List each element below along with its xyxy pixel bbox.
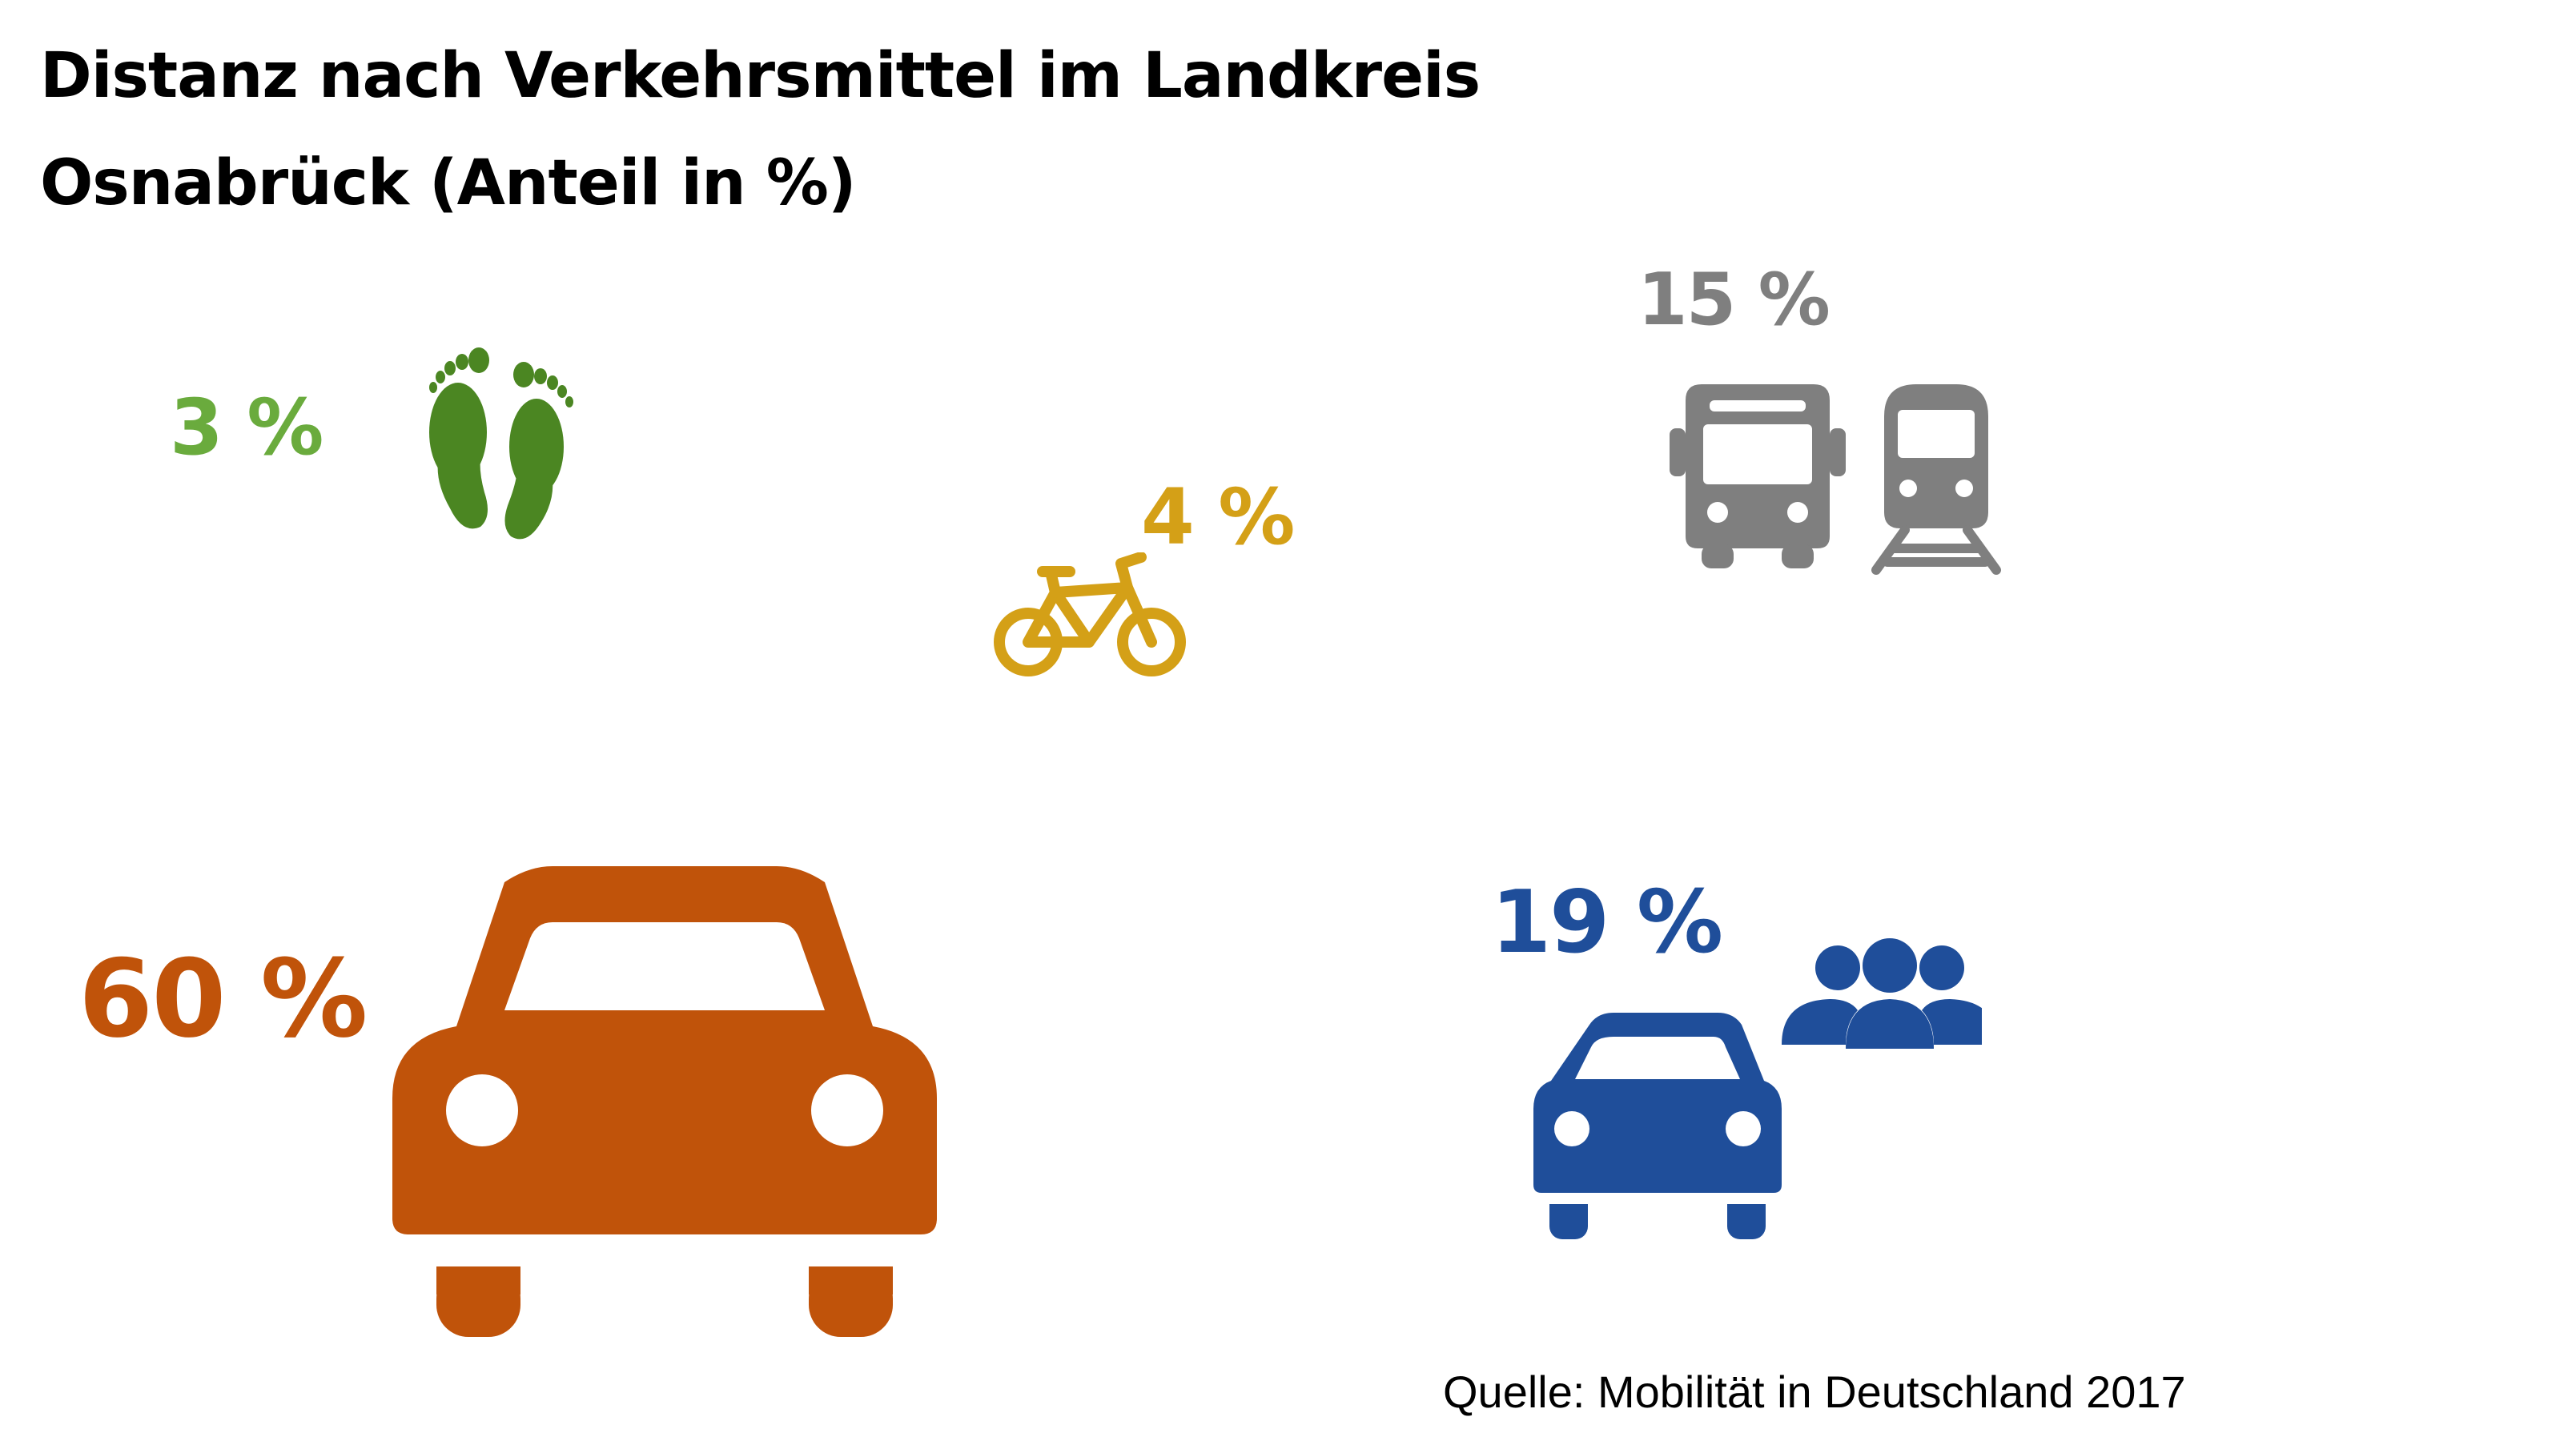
chart-title: Distanz nach Verkehrsmittel im Landkreis…: [40, 22, 1481, 237]
source-note: Quelle: Mobilität in Deutschland 2017: [1443, 1367, 2186, 1417]
title-line-1: Distanz nach Verkehrsmittel im Landkreis: [40, 40, 1481, 112]
car-driver-percent-label: 60 %: [78, 937, 368, 1062]
bus-and-train-icon: [1670, 384, 2001, 575]
car-icon: [392, 866, 937, 1337]
footprints-icon: [429, 347, 573, 540]
car-passenger-percent-label: 19 %: [1491, 873, 1723, 973]
public-transport-percent-label: 15 %: [1638, 258, 1831, 342]
title-line-2: Osnabrück (Anteil in %): [40, 147, 857, 219]
walk-percent-label: 3 %: [170, 383, 324, 472]
car-with-people-icon: [1533, 938, 1982, 1239]
bike-percent-label: 4 %: [1141, 472, 1295, 562]
bicycle-icon: [994, 552, 1186, 676]
